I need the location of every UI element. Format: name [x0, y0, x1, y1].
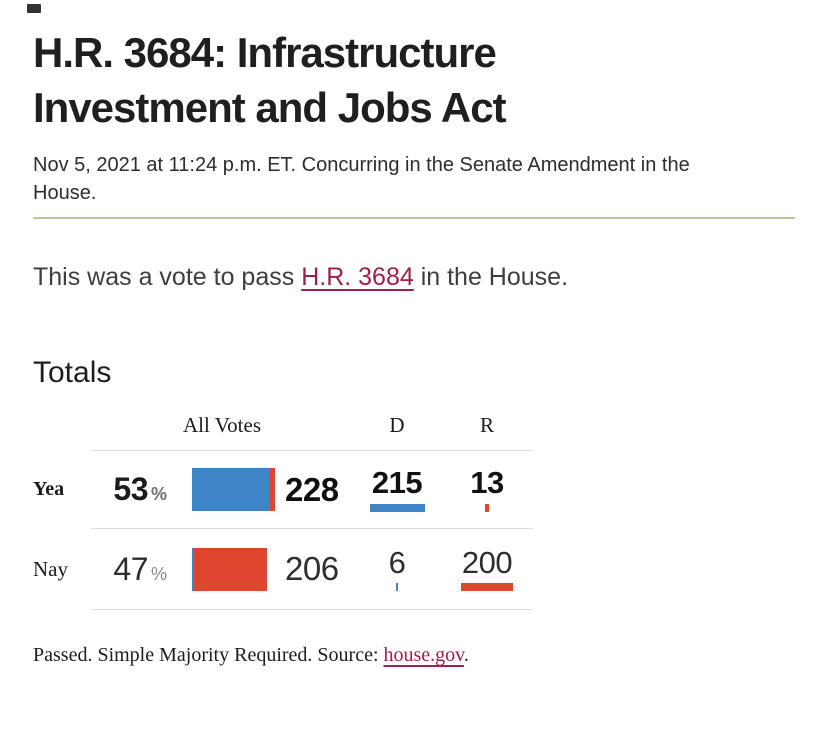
totals-table-header: All Votes D R: [33, 404, 533, 450]
result-footer-prefix: Passed. Simple Majority Required. Source…: [33, 644, 384, 666]
yea-bar-republican-segment: [270, 468, 275, 511]
nay-republican-cell: 200: [441, 544, 533, 592]
vote-description-prefix: This was a vote to pass: [33, 263, 302, 291]
vote-page: H.R. 3684: Infrastructure Investment and…: [27, 4, 795, 667]
totals-heading: Totals: [33, 356, 112, 389]
result-footer: Passed. Simple Majority Required. Source…: [33, 644, 795, 667]
yea-percent: 53%: [91, 471, 167, 508]
table-rule: [91, 609, 533, 610]
nay-democrat-cell: 6: [353, 544, 441, 592]
nay-bar-republican-segment: [194, 547, 267, 591]
row-label-nay: Nay: [33, 556, 68, 581]
yea-republican-minibar: [485, 503, 489, 512]
nay-total-count: 206: [285, 550, 339, 587]
nay-democrat-minibar: [395, 583, 399, 592]
table-row-yea: Yea 53% 228 215 13: [33, 451, 533, 528]
yea-stacked-bar: [167, 468, 277, 511]
percent-sign: %: [150, 484, 167, 504]
yea-total-count: 228: [285, 470, 339, 508]
result-footer-suffix: .: [463, 644, 469, 666]
totals-table: All Votes D R Yea 53% 228 215 13: [33, 404, 533, 610]
nay-republican-count: 200: [461, 544, 513, 580]
bill-link[interactable]: H.R. 3684: [301, 263, 414, 291]
row-label-yea: Yea: [33, 478, 65, 500]
vote-description-suffix: in the House.: [413, 263, 569, 291]
table-rule: [91, 528, 533, 529]
table-rule: [91, 450, 533, 451]
table-row-nay: Nay 47% 206 6 200: [33, 529, 533, 609]
column-header-republicans: R: [479, 412, 494, 437]
yea-democrat-count: 215: [371, 465, 423, 501]
nay-bar-democrat-segment: [192, 547, 195, 591]
clipped-artifact: [27, 4, 41, 13]
yea-democrat-minibar: [369, 503, 425, 512]
yea-republican-count: 13: [470, 465, 504, 501]
column-header-all-votes: All Votes: [183, 412, 261, 437]
nay-percent: 47%: [91, 551, 167, 588]
nay-democrat-count: 6: [388, 544, 406, 580]
page-title: H.R. 3684: Infrastructure Investment and…: [33, 29, 507, 131]
section-divider: [33, 217, 795, 219]
vote-datetime-subtitle: Nov 5, 2021 at 11:24 p.m. ET. Concurring…: [33, 154, 690, 204]
yea-democrat-cell: 215: [353, 467, 441, 512]
source-link[interactable]: house.gov: [383, 644, 464, 666]
column-header-democrats: D: [389, 412, 405, 437]
nay-percent-value: 47: [113, 550, 148, 587]
yea-republican-cell: 13: [441, 467, 533, 512]
nay-stacked-bar: [167, 547, 277, 591]
vote-description: This was a vote to pass H.R. 3684 in the…: [33, 263, 795, 292]
percent-sign: %: [150, 563, 167, 584]
yea-bar-democrat-segment: [192, 468, 271, 511]
nay-republican-minibar: [461, 583, 513, 592]
yea-percent-value: 53: [113, 471, 148, 507]
